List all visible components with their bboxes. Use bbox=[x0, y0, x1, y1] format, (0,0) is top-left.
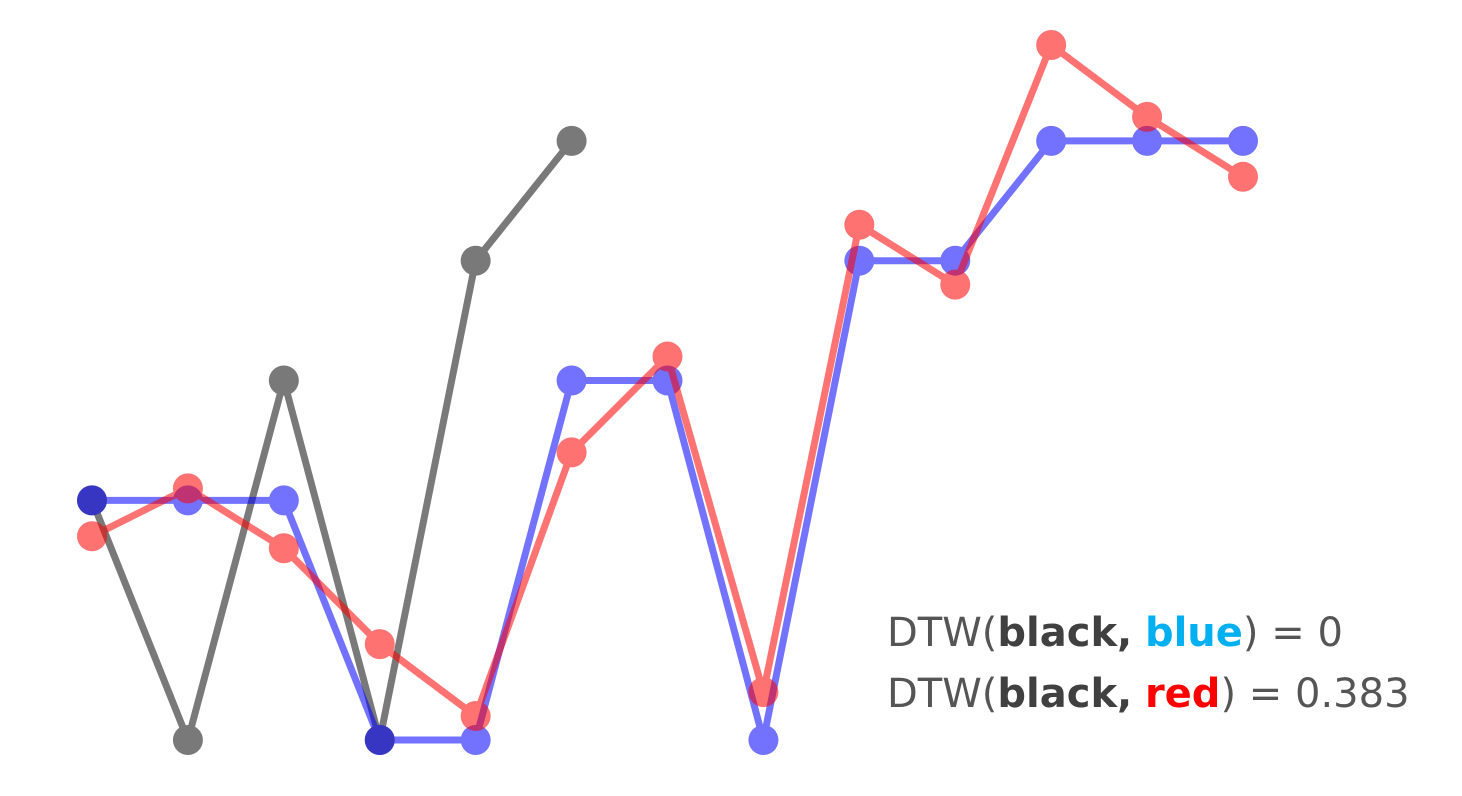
data-point-blue-2 bbox=[268, 485, 299, 516]
annotation-black-label: black, bbox=[997, 610, 1133, 656]
data-point-red-8 bbox=[844, 209, 875, 240]
dtw-red-annotation: DTW(black, red) = 0.383 bbox=[887, 674, 1410, 714]
data-point-red-3 bbox=[364, 629, 395, 660]
data-point-blue-4 bbox=[460, 725, 491, 755]
data-point-blue-5 bbox=[556, 365, 587, 396]
series-blue bbox=[77, 125, 1258, 755]
data-point-red-2 bbox=[268, 533, 299, 564]
data-point-blue-0 bbox=[77, 485, 107, 516]
annotation-red-label: red bbox=[1144, 671, 1221, 717]
data-point-red-0 bbox=[77, 521, 107, 552]
data-point-red-9 bbox=[940, 269, 971, 300]
series-line-black bbox=[88, 137, 576, 744]
annotation-prefix: DTW( bbox=[887, 671, 998, 717]
data-point-blue-7 bbox=[748, 725, 779, 755]
data-point-red-12 bbox=[1228, 161, 1258, 192]
series-black bbox=[77, 125, 587, 755]
annotation-blue-label: blue bbox=[1144, 610, 1243, 656]
data-point-blue-3 bbox=[364, 725, 395, 755]
dtw-blue-annotation: DTW(black, blue) = 0 bbox=[887, 613, 1343, 653]
data-point-red-11 bbox=[1132, 101, 1163, 132]
data-point-red-4 bbox=[460, 701, 491, 732]
data-point-blue-10 bbox=[1036, 125, 1067, 156]
annotation-value: ) = 0.383 bbox=[1220, 671, 1410, 717]
data-point-blue-12 bbox=[1228, 125, 1258, 156]
data-point-black-4 bbox=[460, 245, 491, 276]
data-point-red-1 bbox=[172, 473, 203, 504]
data-point-red-5 bbox=[556, 437, 587, 468]
annotation-black-label: black, bbox=[997, 671, 1133, 717]
data-point-black-5 bbox=[556, 125, 587, 156]
series-red bbox=[77, 30, 1258, 732]
annotation-prefix: DTW( bbox=[887, 610, 998, 656]
annotation-value: ) = 0 bbox=[1242, 610, 1343, 656]
data-point-red-6 bbox=[652, 341, 683, 372]
data-point-blue-11 bbox=[1132, 125, 1163, 156]
data-point-red-7 bbox=[748, 677, 779, 708]
data-point-red-10 bbox=[1036, 30, 1067, 60]
data-point-black-1 bbox=[172, 725, 203, 755]
data-point-black-2 bbox=[268, 365, 299, 396]
